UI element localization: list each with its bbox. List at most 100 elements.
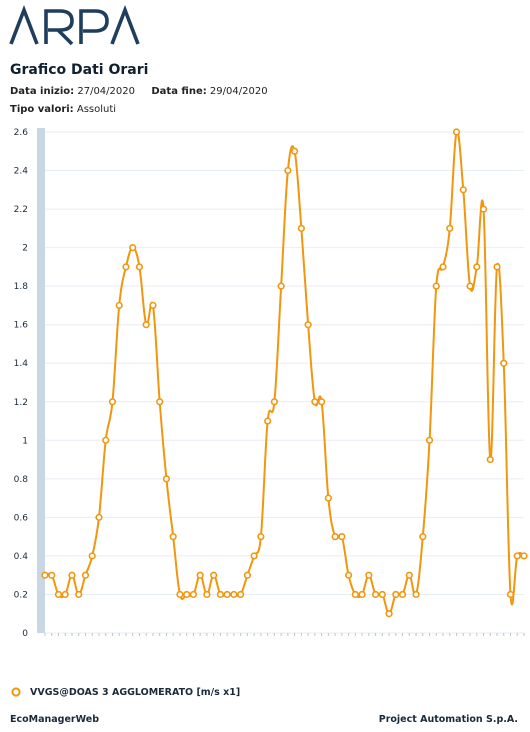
- footer-company: Project Automation S.p.A.: [378, 714, 518, 725]
- data-point[interactable]: [95, 513, 103, 521]
- data-point[interactable]: [162, 475, 171, 483]
- data-point[interactable]: [324, 494, 332, 502]
- data-point[interactable]: [385, 610, 393, 618]
- data-point[interactable]: [149, 301, 157, 310]
- data-point[interactable]: [371, 590, 380, 599]
- data-point[interactable]: [115, 301, 123, 310]
- data-point[interactable]: [459, 186, 467, 194]
- data-point[interactable]: [237, 590, 245, 599]
- legend-label: VVGS@DOAS 3 AGGLOMERATO [m/s x1]: [30, 686, 241, 698]
- y-tick-label: 1.4: [14, 359, 29, 369]
- data-point[interactable]: [48, 571, 56, 579]
- data-point[interactable]: [216, 590, 225, 599]
- data-point[interactable]: [142, 321, 150, 329]
- data-point[interactable]: [61, 590, 69, 599]
- data-point[interactable]: [506, 590, 515, 599]
- start-date-value: 27/04/2020: [77, 86, 135, 97]
- data-point[interactable]: [210, 571, 218, 579]
- data-point[interactable]: [493, 263, 501, 271]
- y-tick-label: 0.8: [14, 475, 29, 485]
- data-point[interactable]: [54, 590, 63, 599]
- data-point[interactable]: [243, 571, 251, 579]
- data-point[interactable]: [68, 571, 76, 579]
- data-point[interactable]: [432, 282, 440, 290]
- data-point[interactable]: [446, 224, 454, 232]
- data-point[interactable]: [122, 263, 130, 271]
- data-point[interactable]: [277, 282, 285, 290]
- data-point[interactable]: [331, 533, 339, 541]
- data-point[interactable]: [169, 533, 177, 541]
- data-point[interactable]: [304, 321, 312, 329]
- data-point[interactable]: [344, 571, 353, 579]
- data-point[interactable]: [284, 166, 292, 175]
- data-point[interactable]: [425, 436, 434, 444]
- data-point[interactable]: [479, 205, 488, 213]
- y-tick-label: 0.4: [14, 552, 29, 562]
- arpa-logo: [8, 4, 148, 52]
- start-date-label: Data inizio:: [10, 86, 75, 97]
- page-title: Grafico Dati Orari: [10, 62, 149, 78]
- data-point[interactable]: [365, 571, 373, 579]
- data-point[interactable]: [88, 552, 96, 560]
- data-point[interactable]: [196, 571, 204, 579]
- data-point[interactable]: [466, 282, 474, 290]
- data-point[interactable]: [405, 571, 413, 579]
- y-tick-label: 2: [22, 244, 28, 254]
- chart-legend[interactable]: VVGS@DOAS 3 AGGLOMERATO [m/s x1]: [10, 686, 240, 698]
- data-point[interactable]: [520, 552, 528, 560]
- data-point[interactable]: [183, 590, 191, 599]
- data-point[interactable]: [189, 590, 198, 599]
- data-point[interactable]: [311, 398, 319, 406]
- data-point[interactable]: [338, 533, 346, 541]
- data-point[interactable]: [257, 533, 265, 541]
- y-tick-label: 2.2: [14, 205, 28, 215]
- data-point[interactable]: [264, 417, 272, 425]
- data-point[interactable]: [230, 590, 238, 599]
- data-point[interactable]: [203, 590, 211, 599]
- data-point[interactable]: [500, 359, 508, 367]
- value-type-value: Assoluti: [76, 104, 117, 115]
- footer-app-name: EcoManagerWeb: [10, 714, 99, 725]
- data-point[interactable]: [75, 590, 83, 599]
- line-chart: 0 0.2 0.4 0.6 0.8 1 1.2 1.4 1.6 1.8 2 2.2 2.4 2.6: [14, 128, 528, 639]
- data-point[interactable]: [129, 244, 137, 252]
- data-point[interactable]: [297, 224, 305, 232]
- data-point[interactable]: [486, 455, 494, 464]
- arpa-logo-mark: [9, 4, 140, 46]
- data-point[interactable]: [156, 398, 164, 406]
- data-point[interactable]: [41, 571, 49, 579]
- data-point[interactable]: [473, 263, 481, 271]
- x-axis-ticks: [44, 633, 525, 636]
- data-point[interactable]: [270, 398, 278, 406]
- end-date-value: 29/04/2020: [209, 86, 268, 97]
- y-tick-label: 0.6: [14, 513, 29, 523]
- data-point[interactable]: [223, 590, 231, 599]
- data-point[interactable]: [513, 552, 521, 560]
- data-point[interactable]: [318, 398, 326, 406]
- data-point[interactable]: [176, 590, 184, 599]
- data-point[interactable]: [135, 263, 144, 271]
- value-type-label: Tipo valori:: [10, 104, 74, 115]
- data-point[interactable]: [439, 263, 447, 271]
- y-tick-label: 2.4: [14, 167, 29, 177]
- data-point[interactable]: [291, 147, 299, 155]
- data-point[interactable]: [452, 128, 461, 136]
- y-tick-label: 0: [22, 629, 28, 639]
- data-point[interactable]: [351, 590, 359, 599]
- y-axis-band: [37, 128, 45, 633]
- y-tick-label: 1.2: [14, 398, 28, 408]
- end-date-label: Data fine:: [151, 86, 207, 97]
- data-point[interactable]: [81, 571, 90, 579]
- data-point[interactable]: [102, 436, 110, 444]
- data-point[interactable]: [358, 590, 366, 599]
- value-type-row: Tipo valori: Assoluti: [10, 104, 116, 115]
- data-point[interactable]: [392, 590, 400, 599]
- data-point[interactable]: [108, 398, 117, 406]
- data-point[interactable]: [378, 590, 386, 599]
- data-point[interactable]: [412, 590, 420, 599]
- data-point[interactable]: [398, 590, 407, 599]
- series-line: [44, 130, 525, 615]
- data-point[interactable]: [250, 552, 258, 560]
- date-range-row: Data inizio: 27/04/2020 Data fine: 29/04…: [10, 86, 268, 97]
- data-point[interactable]: [419, 533, 427, 541]
